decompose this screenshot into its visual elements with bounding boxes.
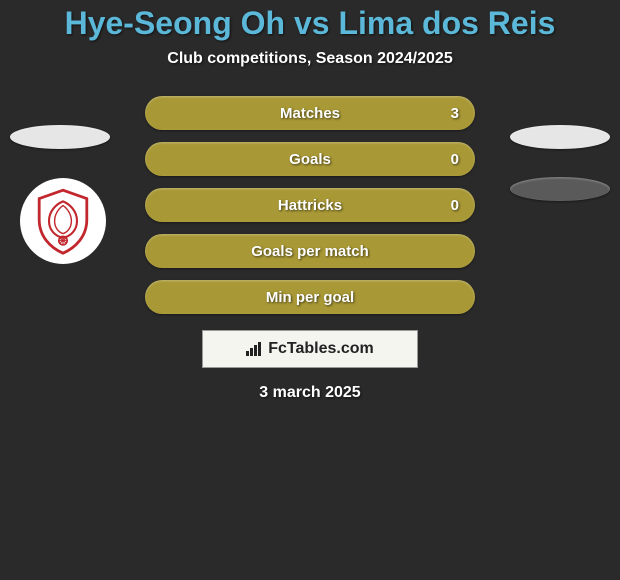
stat-value-right: 0 (451, 151, 459, 168)
stat-row: Hattricks 0 (145, 188, 475, 222)
stat-label: Goals per match (251, 243, 369, 260)
side-ellipse (510, 177, 610, 201)
logo-inner: FcTables.com (246, 340, 374, 358)
stat-row: Goals 0 (145, 142, 475, 176)
stat-label: Min per goal (266, 289, 354, 306)
card-subtitle: Club competitions, Season 2024/2025 (167, 50, 452, 68)
chart-bars-icon (246, 342, 264, 356)
stat-row: Goals per match (145, 234, 475, 268)
stat-label: Hattricks (278, 197, 342, 214)
logo-text: FcTables.com (268, 340, 374, 358)
stat-row: Min per goal (145, 280, 475, 314)
stat-label: Goals (289, 151, 331, 168)
card-title: Hye-Seong Oh vs Lima dos Reis (65, 5, 556, 42)
stat-label: Matches (280, 105, 340, 122)
stat-value-right: 0 (451, 197, 459, 214)
side-ellipse (510, 125, 610, 149)
team-badge-left (20, 178, 106, 264)
source-logo[interactable]: FcTables.com (202, 330, 418, 368)
side-ellipse (10, 125, 110, 149)
stat-value-right: 3 (451, 105, 459, 122)
card-date: 3 march 2025 (259, 384, 360, 402)
stat-row: Matches 3 (145, 96, 475, 130)
shield-icon (28, 186, 98, 256)
